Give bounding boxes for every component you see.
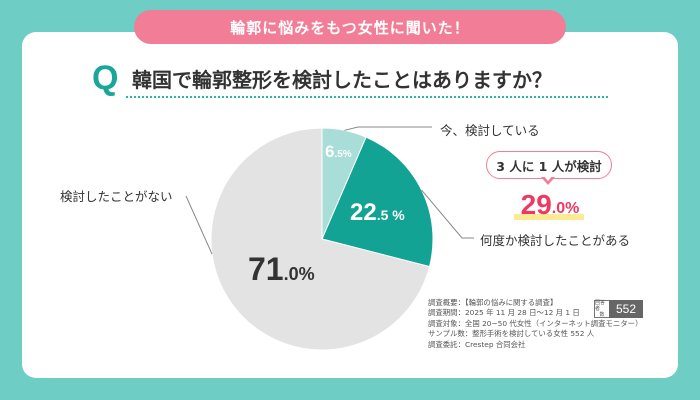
slice-category-label: 検討したことがない — [60, 189, 173, 204]
banner-text: 輪郭に悩みをもつ女性に聞いた！ — [230, 18, 470, 37]
leader-line-never — [185, 195, 213, 255]
slice-value-label: 6.5% — [325, 142, 352, 162]
badge-side-label: 回答者 数 — [594, 300, 609, 318]
survey-line: サンプル数：整形手術を検討している女性 552 人 — [428, 329, 595, 339]
question-dotted-underline — [126, 96, 608, 98]
slice-value-main: 22 — [350, 199, 377, 226]
slice-value-label: 71.0% — [248, 251, 315, 288]
leader-line-current — [344, 126, 432, 131]
survey-notes: 調査概要：【輪郭の悩みに関する調査】 調査期間：2025 年 11 月 28 日… — [428, 298, 668, 350]
highlight-value-rest: .0% — [551, 200, 580, 217]
question-row: Q 韓国で輪郭整形を検討したことはありますか？ — [92, 58, 608, 98]
leader-line-several — [421, 189, 474, 239]
badge-number: 552 — [609, 300, 644, 318]
survey-line: 調査期間：2025 年 11 月 28 日～12 月 1 日 — [428, 308, 580, 318]
survey-line: 調査対象：全国 20~50 代女性（インターネット調査モニター） — [428, 318, 643, 328]
highlight-marker — [514, 214, 584, 220]
slice-category-label: 今、検討している — [440, 123, 540, 138]
pie-slice — [210, 127, 431, 351]
question-mark-q: Q — [92, 58, 119, 97]
slice-value-main: 71 — [248, 251, 284, 287]
slice-value-label: 22.5 % — [350, 199, 405, 227]
slice-value-rest: .5 % — [376, 207, 405, 223]
slice-value-main: 6 — [325, 142, 335, 161]
header-banner: 輪郭に悩みをもつ女性に聞いた！ — [134, 10, 566, 44]
survey-line: 調査概要：【輪郭の悩みに関する調査】 — [428, 298, 558, 307]
badge-label-bottom: 数 — [599, 312, 605, 318]
slice-category-label: 何度か検討したことがある — [480, 233, 631, 248]
survey-line: 調査委託：Crestep 合同会社 — [428, 339, 526, 349]
speech-bubble: 3 人に 1 人が検討 — [486, 151, 612, 179]
bubble-text: 3 人に 1 人が検討 — [496, 158, 602, 174]
highlight-percentage: 29.0% — [500, 186, 600, 220]
highlight-value-main: 29 — [520, 189, 552, 220]
respondent-count-badge: 回答者 数 552 — [594, 300, 644, 318]
question-text: 韓国で輪郭整形を検討したことはありますか？ — [132, 67, 552, 92]
slice-value-rest: .0% — [283, 264, 315, 284]
slice-value-rest: .5% — [334, 149, 352, 160]
speech-bubble-tail — [541, 175, 555, 185]
badge-label-top: 回答者 — [595, 300, 606, 312]
